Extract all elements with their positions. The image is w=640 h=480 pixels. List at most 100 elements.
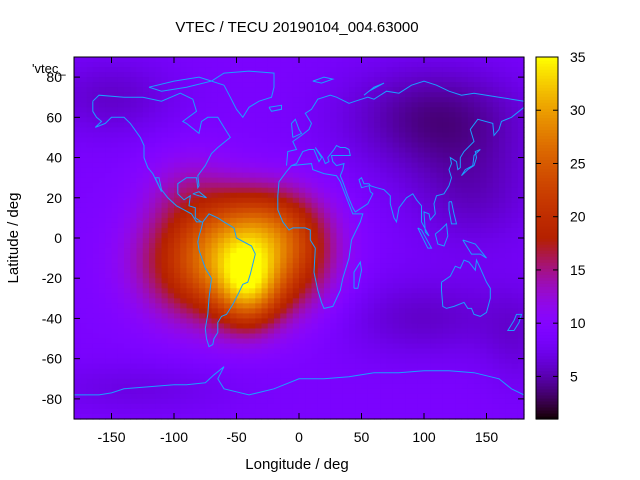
heat-cell xyxy=(336,127,344,134)
heat-cell xyxy=(511,142,519,149)
heat-cell xyxy=(280,192,288,199)
heat-cell xyxy=(455,162,463,169)
heat-cell xyxy=(442,283,450,289)
heat-cell xyxy=(367,368,375,375)
heat-cell xyxy=(324,253,331,259)
heat-cell xyxy=(361,353,369,360)
heat-cell xyxy=(280,182,288,189)
heat-cell xyxy=(199,117,206,123)
heat-cell xyxy=(486,363,494,370)
heat-cell xyxy=(180,338,188,345)
heat-cell xyxy=(486,343,494,350)
heat-cell xyxy=(336,308,344,315)
heat-cell xyxy=(336,217,344,224)
heat-cell xyxy=(267,157,275,164)
heat-cell xyxy=(511,157,519,164)
heat-cell xyxy=(149,393,156,400)
heat-cell xyxy=(211,62,219,68)
heat-cell xyxy=(317,348,325,355)
heat-cell xyxy=(399,187,406,194)
heat-cell xyxy=(417,388,425,395)
heat-cell xyxy=(224,107,231,113)
heat-cell xyxy=(267,167,275,174)
heat-cell xyxy=(224,72,231,78)
heat-cell xyxy=(286,212,294,219)
heat-cell xyxy=(342,127,350,134)
heat-cell xyxy=(492,192,500,199)
heat-cell xyxy=(505,378,513,385)
heat-cell xyxy=(336,192,344,199)
heat-cell xyxy=(442,162,450,169)
heat-cell xyxy=(367,202,375,209)
heat-cell xyxy=(217,162,225,169)
heat-cell xyxy=(467,62,475,68)
heat-cell xyxy=(367,293,375,299)
heat-cell xyxy=(117,82,125,88)
heat-cell xyxy=(486,112,494,118)
heat-cell xyxy=(480,383,488,390)
heat-cell xyxy=(492,288,500,294)
heat-cell xyxy=(361,308,369,315)
heat-cell xyxy=(86,107,94,113)
heat-cell xyxy=(86,283,94,289)
heat-cell xyxy=(192,398,200,405)
heat-cell xyxy=(149,97,156,103)
heat-cell xyxy=(299,72,306,78)
heat-cell xyxy=(224,383,231,390)
heat-cell xyxy=(505,222,513,229)
heat-cell xyxy=(367,303,375,309)
heat-cell xyxy=(361,393,369,400)
heat-cell xyxy=(492,368,500,375)
heat-cell xyxy=(467,82,475,88)
heat-cell xyxy=(136,152,144,159)
heat-cell xyxy=(217,378,225,385)
heat-cell xyxy=(392,157,400,164)
heat-cell xyxy=(405,363,413,370)
heat-cell xyxy=(236,122,244,128)
heat-cell xyxy=(161,92,169,98)
heat-cell xyxy=(417,102,425,108)
heat-cell xyxy=(386,268,394,274)
heat-cell xyxy=(517,398,525,405)
heat-cell xyxy=(117,333,125,340)
heat-cell xyxy=(230,398,238,405)
heat-cell xyxy=(267,72,275,78)
heat-cell xyxy=(136,137,144,144)
heat-cell xyxy=(517,217,525,224)
heat-cell xyxy=(199,137,206,144)
heat-cell xyxy=(299,222,306,229)
heat-cell xyxy=(142,187,150,194)
heat-cell xyxy=(99,152,106,159)
heat-cell xyxy=(167,57,175,63)
heat-cell xyxy=(486,162,494,169)
heat-cell xyxy=(511,333,519,340)
heat-cell xyxy=(367,243,375,249)
heat-cell xyxy=(249,152,256,159)
heat-cell xyxy=(167,117,175,123)
heat-cell xyxy=(417,227,425,234)
heat-cell xyxy=(74,273,81,279)
heat-cell xyxy=(386,278,394,284)
heat-cell xyxy=(386,87,394,93)
heat-cell xyxy=(136,167,144,174)
heat-cell xyxy=(267,328,275,335)
heat-cell xyxy=(436,162,444,169)
heat-cell xyxy=(330,187,338,194)
heat-cell xyxy=(155,187,163,194)
heat-cell xyxy=(180,278,188,284)
heat-cell xyxy=(199,278,206,284)
heat-cell xyxy=(161,333,169,340)
heat-cell xyxy=(161,107,169,113)
heat-cell xyxy=(486,187,494,194)
heat-cell xyxy=(292,102,300,108)
heat-cell xyxy=(217,157,225,164)
heat-cell xyxy=(255,107,263,113)
heat-cell xyxy=(274,152,281,159)
heat-cell xyxy=(130,313,138,320)
heat-cell xyxy=(511,62,519,68)
heat-cell xyxy=(380,378,388,385)
heat-cell xyxy=(230,182,238,189)
heat-cell xyxy=(411,117,419,123)
heat-cell xyxy=(367,197,375,204)
heat-cell xyxy=(136,172,144,179)
